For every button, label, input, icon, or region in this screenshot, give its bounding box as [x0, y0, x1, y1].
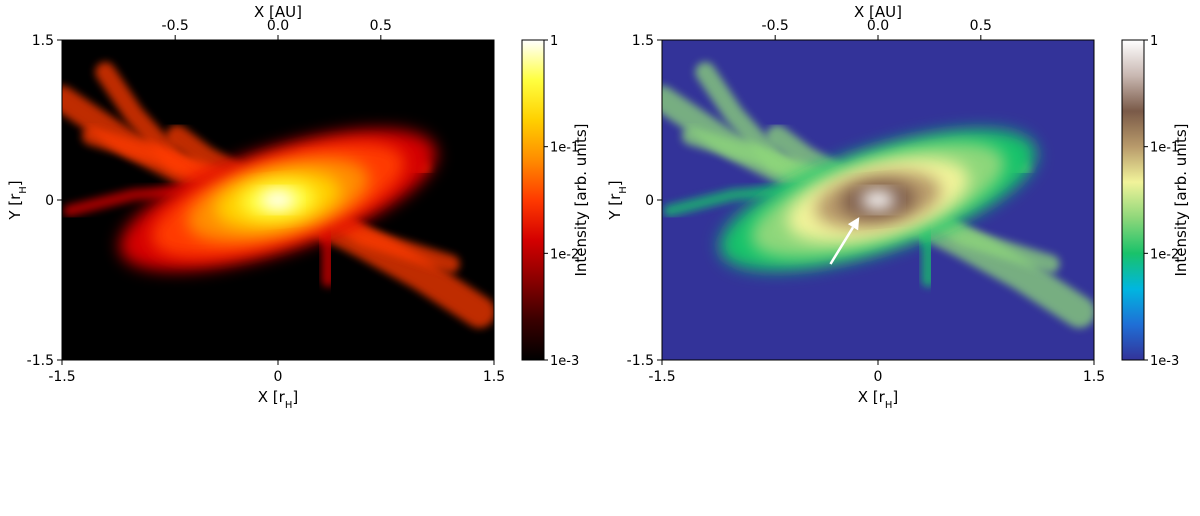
- y-tick-label: 0: [45, 193, 54, 209]
- right-heatmap-panel: -1.5 0 1.5 -1.5 0 1.5 -0.5 0.0 0.5 X [rH] Y [rH] X …: [600, 0, 1200, 516]
- right-heatmap-chart: -1.5 0 1.5 -1.5 0 1.5 -0.5 0.0 0.5 X [rH] Y [rH] X …: [606, 3, 1190, 411]
- y-axis-title: Y [rH]: [606, 180, 629, 220]
- y-tick-label: 1.5: [32, 33, 54, 49]
- left-heatmap-panel: -1.5 0 1.5 -1.5 0 1.5 -0.5 0.0 0.5 X [rH] Y [rH] X …: [6, 3, 590, 411]
- colorbar-tick-label: 1e-1: [1150, 141, 1179, 156]
- top-tick-label: -0.5: [762, 18, 789, 34]
- stream-tail: [81, 127, 230, 188]
- colorbar-tick-label: 1: [550, 34, 558, 49]
- x-tick-label: 1.5: [1083, 369, 1105, 385]
- top-axis-title: X [AU]: [854, 3, 902, 21]
- colorbar-tick-label: 1e-3: [1150, 354, 1179, 369]
- arrow-annotation: [829, 226, 855, 265]
- x-tick-label: 0: [874, 369, 883, 385]
- y-tick-label: -1.5: [627, 353, 654, 369]
- disk-intensity-level: [860, 190, 896, 210]
- y-tick-label: 0: [645, 193, 654, 209]
- colorbar: [1121, 39, 1145, 361]
- disk-intensity-level: [260, 190, 296, 210]
- colorbar-tick-label: 1: [1150, 34, 1158, 49]
- top-tick-label: 0.0: [867, 18, 889, 34]
- left-heatmap-chart: -1.5 0 1.5 -1.5 0 1.5 -0.5 0.0 0.5 X [rH] Y [rH] X …: [6, 3, 590, 411]
- colorbar: [521, 39, 545, 361]
- colorbar-tick-label: 1e-1: [550, 141, 579, 156]
- arrow-head: [847, 217, 860, 231]
- top-tick-label: 0.5: [370, 18, 392, 34]
- colorbar-title: Intensity [arb. units]: [572, 123, 590, 276]
- x-tick-label: 1.5: [483, 369, 505, 385]
- x-axis-title: X [rH]: [258, 388, 298, 411]
- intensity-image: [662, 62, 1094, 328]
- intensity-image: [62, 62, 494, 328]
- stream-tail: [681, 127, 830, 188]
- colorbar-tick-label: 1e-3: [550, 354, 579, 369]
- x-tick-label: 0: [274, 369, 283, 385]
- top-tick-label: 0.0: [267, 18, 289, 34]
- y-tick-label: 1.5: [632, 33, 654, 49]
- x-axis-title: X [rH]: [858, 388, 898, 411]
- top-axis-title: X [AU]: [254, 3, 302, 21]
- y-tick-label: -1.5: [27, 353, 54, 369]
- colorbar-tick-label: 1e-2: [550, 247, 579, 262]
- x-tick-label: -1.5: [48, 369, 75, 385]
- colorbar-tick-label: 1e-2: [1150, 247, 1179, 262]
- colorbar-title: Intensity [arb. units]: [1172, 123, 1190, 276]
- y-axis-title: Y [rH]: [6, 180, 29, 220]
- x-tick-label: -1.5: [648, 369, 675, 385]
- top-tick-label: -0.5: [162, 18, 189, 34]
- top-tick-label: 0.5: [970, 18, 992, 34]
